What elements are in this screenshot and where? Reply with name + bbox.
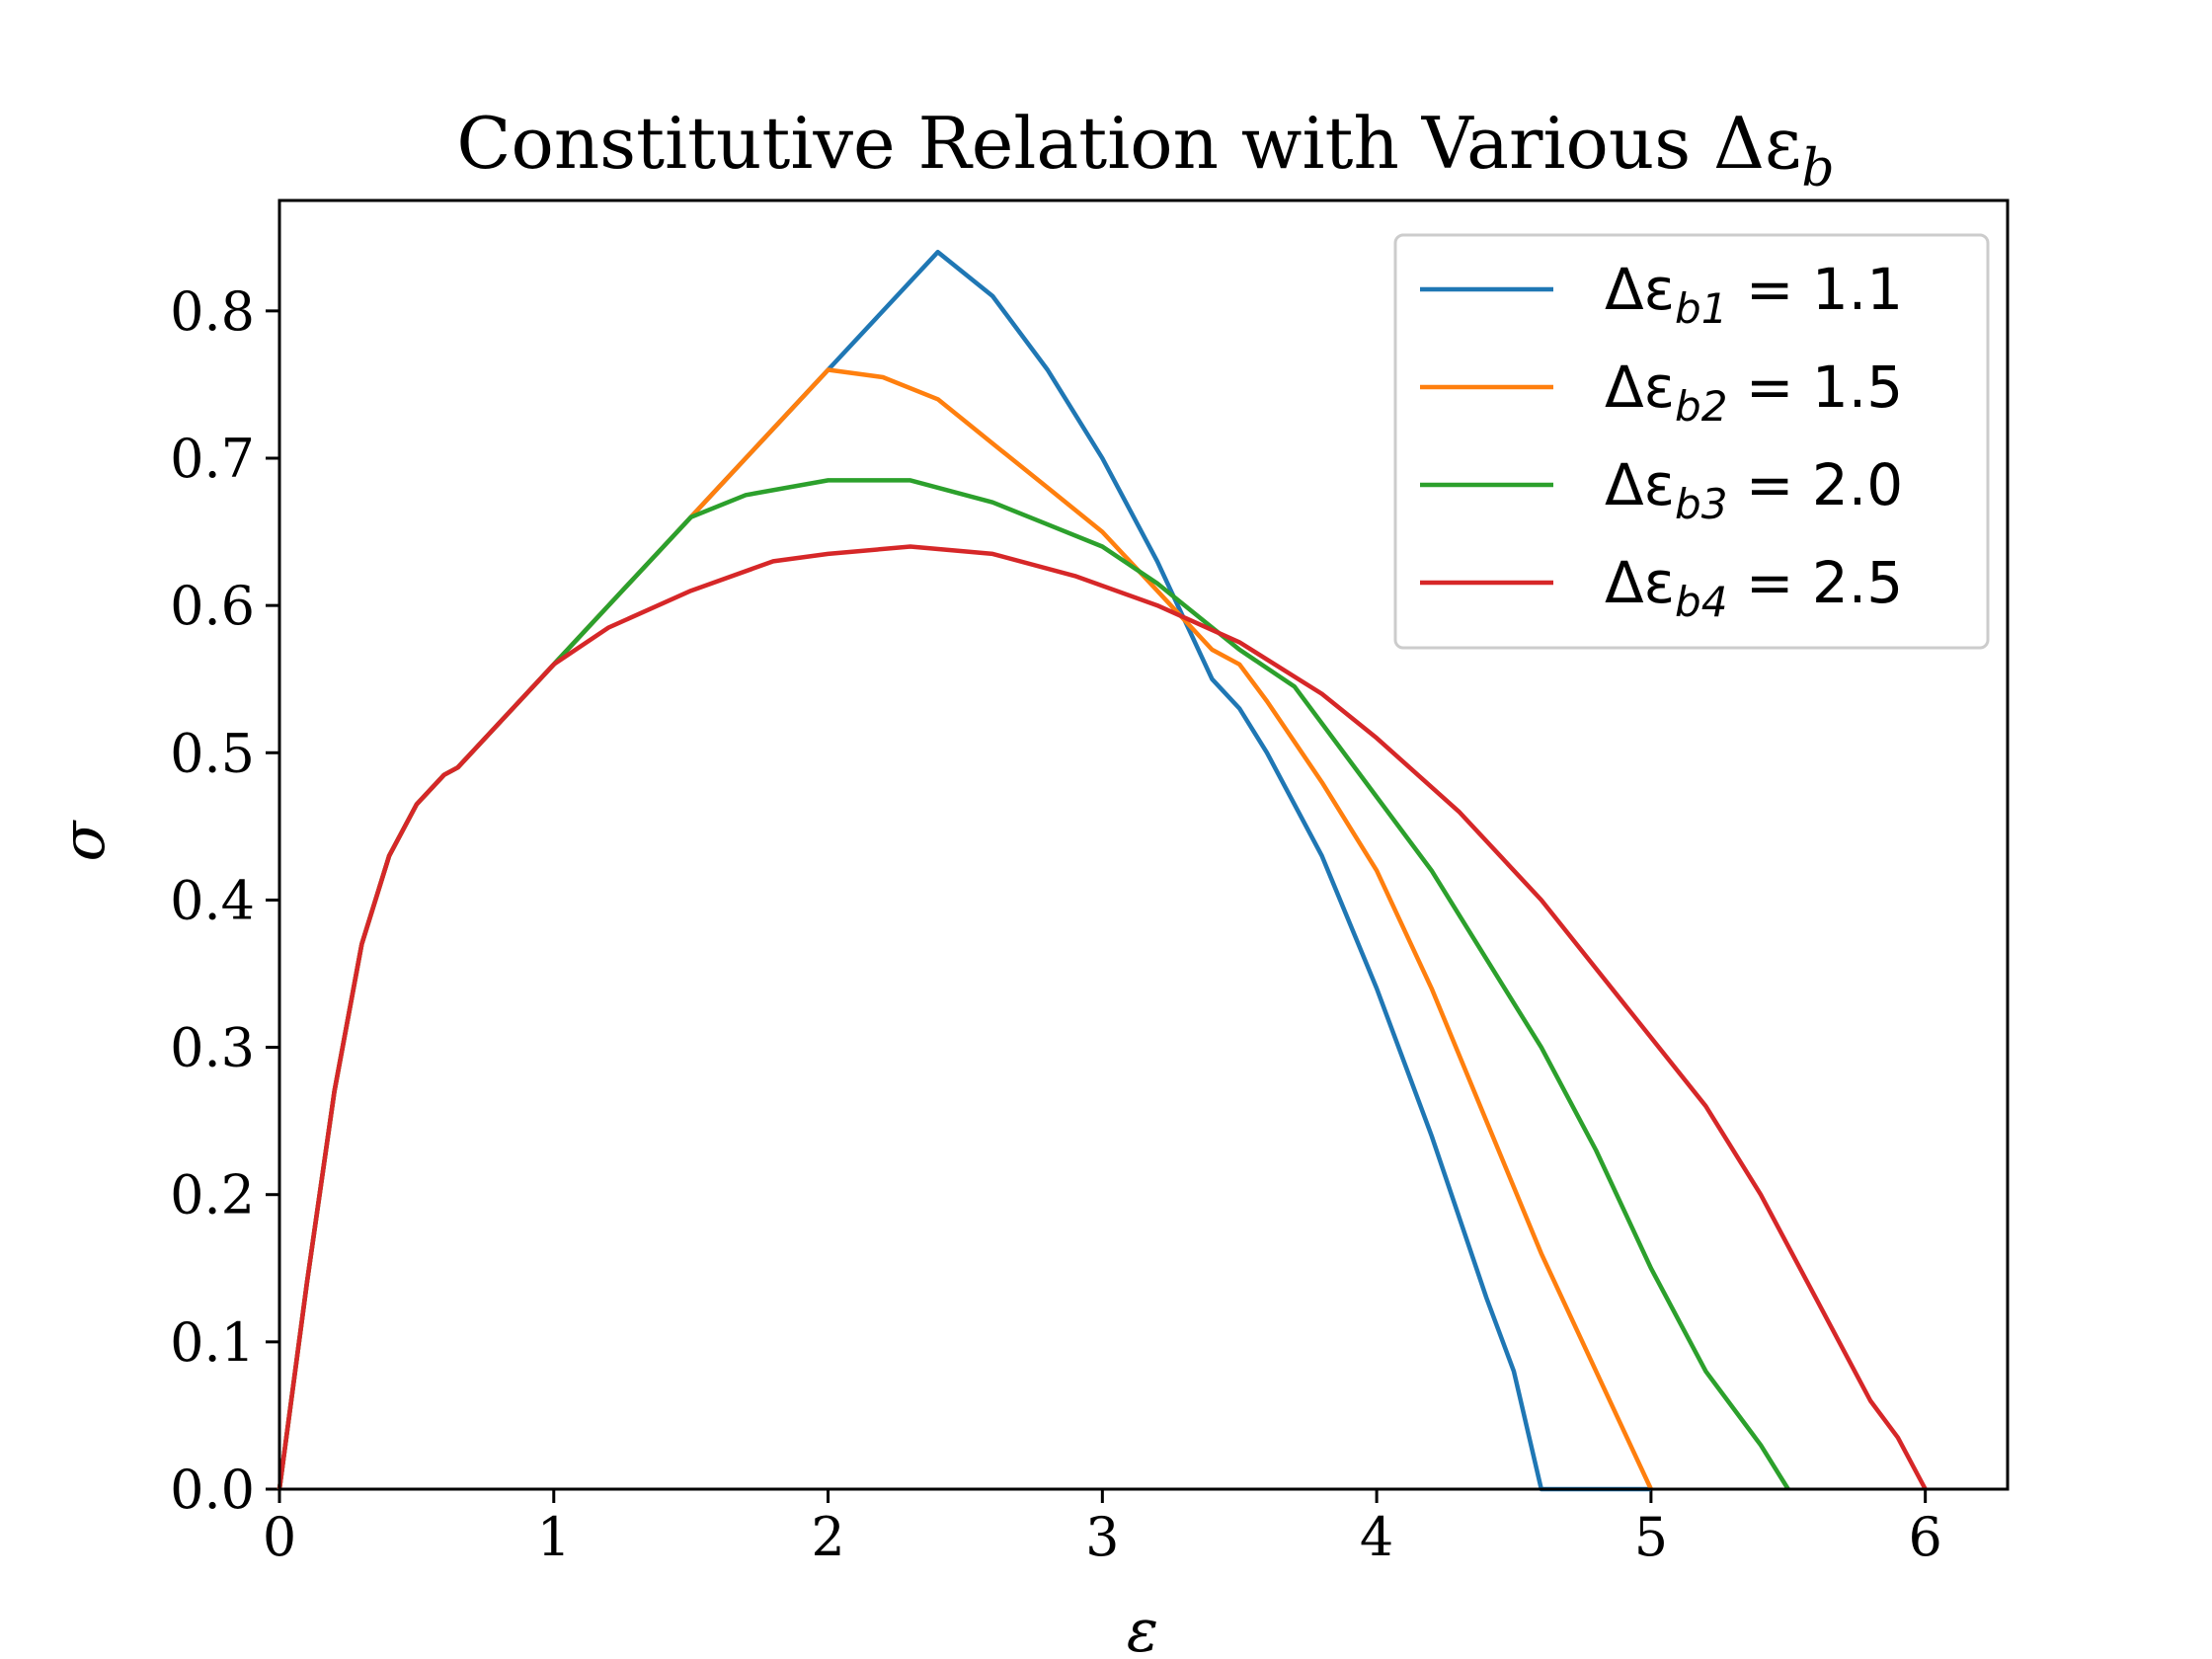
x-tick-label: 3 xyxy=(1085,1506,1119,1568)
y-tick-label: 0.8 xyxy=(170,280,255,343)
x-tick-label: 2 xyxy=(811,1506,844,1568)
y-tick-label: 0.1 xyxy=(170,1311,255,1374)
y-tick-label: 0.0 xyxy=(170,1459,255,1521)
x-tick-label: 5 xyxy=(1634,1506,1668,1568)
legend-box xyxy=(1393,233,1990,650)
legend-label-4: Δεb4 = 2.5 xyxy=(1605,549,1903,626)
x-axis-ticks: 0 1 2 3 4 5 6 xyxy=(263,1489,1942,1568)
y-tick-label: 0.2 xyxy=(170,1164,255,1226)
legend-label-1: Δεb1 = 1.1 xyxy=(1605,256,1903,333)
series-line-4 xyxy=(276,544,1928,1491)
y-tick-label: 0.4 xyxy=(170,869,255,931)
x-tick-label: 4 xyxy=(1360,1506,1393,1568)
chart-title: Constitutive Relation with Various Δεb xyxy=(456,102,1834,198)
series-lines xyxy=(276,249,1928,1492)
legend-label-2: Δεb2 = 1.5 xyxy=(1605,354,1903,431)
x-tick-label: 0 xyxy=(263,1506,296,1568)
chart-title-main: Constitutive Relation with Various Δε xyxy=(456,102,1801,185)
x-axis-label: ε xyxy=(1127,1597,1158,1659)
x-tick-label: 6 xyxy=(1908,1506,1941,1568)
y-tick-label: 0.6 xyxy=(170,575,255,637)
y-axis-label: σ xyxy=(49,819,118,861)
x-tick-label: 1 xyxy=(537,1506,571,1568)
legend: Δεb1 = 1.1 Δεb2 = 1.5 Δεb3 = 2.0 Δεb4 = 2.5 xyxy=(1393,233,1990,650)
chart-title-subscript: b xyxy=(1801,139,1834,198)
axes-frame xyxy=(277,198,2010,1491)
y-tick-label: 0.5 xyxy=(170,722,255,784)
y-tick-label: 0.7 xyxy=(170,428,255,490)
legend-label-3: Δεb3 = 2.0 xyxy=(1605,451,1903,528)
y-axis-ticks: 0.0 0.1 0.2 0.3 0.4 0.5 0.6 0.7 0.8 xyxy=(170,280,279,1521)
y-tick-label: 0.3 xyxy=(170,1017,255,1079)
